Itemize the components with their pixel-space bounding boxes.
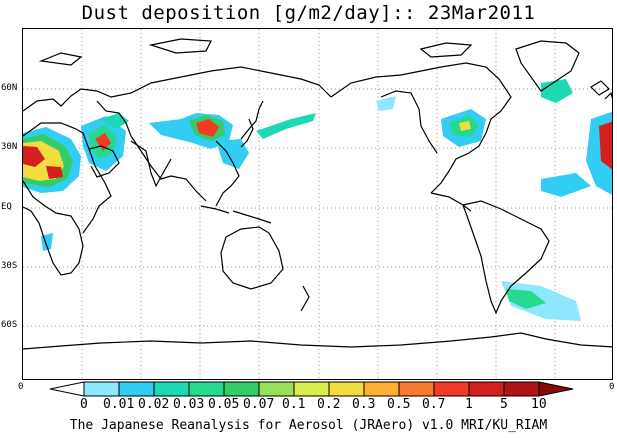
colorbar-cell [118, 381, 155, 397]
colorbar-cell [188, 381, 225, 397]
colorbar-cell [83, 381, 120, 397]
colorbar-tick-label: 0.05 [208, 397, 240, 412]
colorbar-cell [468, 381, 505, 397]
colorbar-cell [293, 381, 330, 397]
colorbar [49, 381, 574, 397]
colorbar-tick-label: 0.02 [138, 397, 170, 412]
lat-label-eq: EQ [1, 202, 12, 212]
colorbar-cell [328, 381, 365, 397]
lat-label-30n: 30N [1, 142, 18, 152]
lat-label-60n: 60N [1, 83, 18, 93]
colorbar-cell [258, 381, 295, 397]
colorbar-tick-label: 0.2 [317, 397, 341, 412]
coastlines [23, 38, 612, 350]
colorbar-right-end-label: 0 [609, 382, 615, 392]
colorbar-cell [223, 381, 260, 397]
colorbar-cell [433, 381, 470, 397]
colorbar-tick-label: 0.07 [243, 397, 275, 412]
colorbar-tick-label: 0.5 [387, 397, 411, 412]
graticule [23, 29, 612, 379]
colorbar-tick-label: 0.3 [352, 397, 376, 412]
colorbar-tick-label: 5 [500, 397, 508, 412]
colorbar-tick-label: 1 [465, 397, 473, 412]
map-title: Dust deposition [g/m2/day]:: 23Mar2011 [81, 2, 536, 24]
colorbar-left-end-label: 0 [18, 382, 24, 392]
colorbar-cell [153, 381, 190, 397]
colorbar-tick-label: 0.01 [103, 397, 135, 412]
colorbar-left-arrow [49, 381, 85, 397]
colorbar-tick-label: 10 [531, 397, 547, 412]
colorbar-tick-label: 0.7 [422, 397, 446, 412]
colorbar-right-arrow [538, 381, 574, 397]
map-panel [22, 28, 613, 380]
colorbar-cell [503, 381, 540, 397]
colorbar-tick-label: 0.1 [282, 397, 306, 412]
lat-label-60s: 60S [1, 320, 18, 330]
colorbar-cell [363, 381, 400, 397]
dust-deposition-field [23, 79, 612, 321]
colorbar-cell [398, 381, 435, 397]
colorbar-tick-label: 0.03 [173, 397, 205, 412]
credit-line: The Japanese Reanalysis for Aerosol (JRA… [69, 418, 548, 433]
colorbar-tick-label: 0 [80, 397, 88, 412]
lat-label-30s: 30S [1, 261, 18, 271]
world-map [23, 29, 612, 379]
